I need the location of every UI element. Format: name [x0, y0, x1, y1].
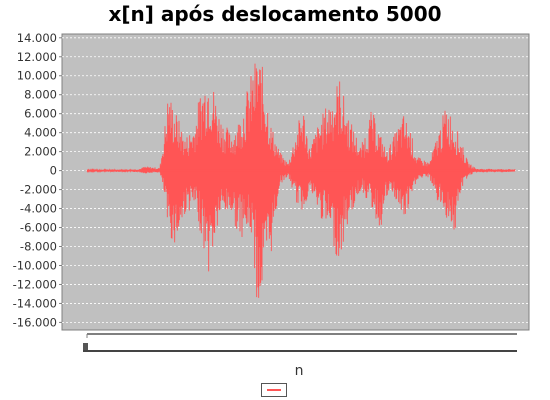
y-tick-label: 12.000 [17, 50, 57, 64]
y-tick-label: 4.000 [24, 126, 57, 140]
legend-swatch [267, 389, 281, 391]
y-tick-label: -8.000 [20, 240, 57, 254]
y-axis-ticks [59, 37, 62, 323]
y-tick-label: 10.000 [17, 69, 57, 83]
chart-title: x[n] após deslocamento 5000 [108, 2, 442, 26]
y-tick-label: -14.000 [13, 296, 57, 310]
y-tick-label: 8.000 [24, 88, 57, 102]
y-tick-label: 14.000 [17, 31, 57, 45]
y-tick-label: -10.000 [13, 258, 57, 272]
legend [261, 383, 287, 397]
y-tick-label: -12.000 [13, 277, 57, 291]
y-tick-label: 2.000 [24, 145, 57, 159]
y-tick-label: 6.000 [24, 107, 57, 121]
y-tick-label: -16.000 [13, 315, 57, 329]
y-tick-label: -6.000 [20, 221, 57, 235]
x-axis-title: n [295, 363, 304, 379]
series-layer [86, 63, 516, 298]
y-axis-tick-labels: 14.000 12.000 10.000 8.000 6.000 4.000 2.000 0 -… [13, 31, 57, 330]
y-tick-label: -2.000 [20, 183, 57, 197]
waveform-series-line [86, 63, 516, 298]
x-axis-tick-marker [83, 343, 88, 350]
y-tick-label: 0 [50, 164, 57, 178]
y-tick-label: -4.000 [20, 202, 57, 216]
